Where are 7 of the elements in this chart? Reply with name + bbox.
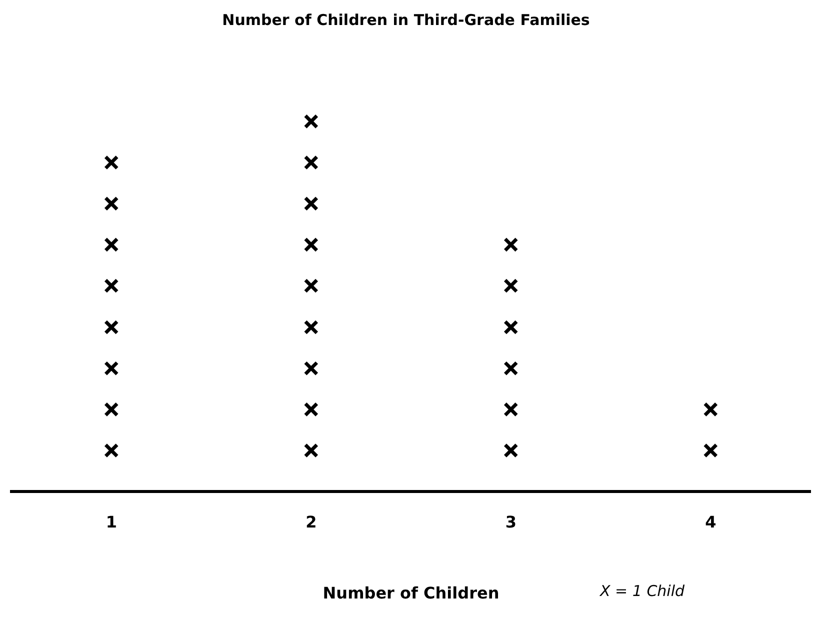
chart-title: Number of Children in Third-Grade Families	[222, 10, 590, 29]
x-axis-title: Number of Children	[322, 584, 500, 603]
x-tick-label: 3	[505, 512, 516, 532]
text: X = 1 Child	[599, 582, 686, 600]
x-tick-label: 2	[306, 512, 317, 532]
x-tick-label: 1	[106, 512, 117, 532]
x-tick-label: 4	[705, 512, 716, 532]
